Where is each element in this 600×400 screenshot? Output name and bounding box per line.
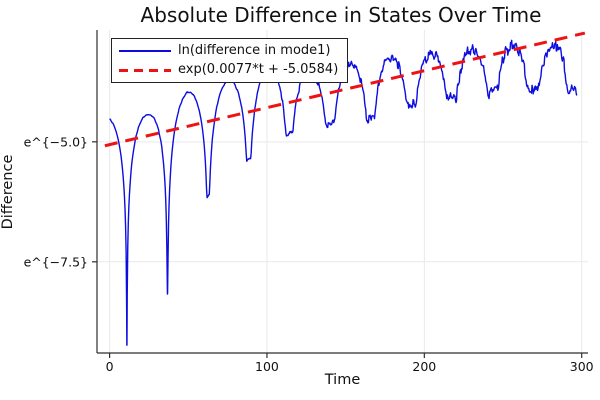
legend: ln(difference in mode1) exp(0.0077*t + -… [111,38,349,83]
legend-item-series1: ln(difference in mode1) [119,43,338,59]
legend-label-series2: exp(0.0077*t + -5.0584) [178,62,339,77]
series-line-difference [109,39,578,346]
y-tick-label: e^{−5.0} [24,134,88,149]
chart-title: Absolute Difference in States Over Time [140,3,542,27]
series-line-exp-fit [104,31,586,148]
x-tick-label: 0 [106,359,114,374]
red-dashed-line-sample [119,68,171,72]
blue-solid-line-sample [119,50,171,52]
y-axis-label: Difference [0,154,16,230]
legend-item-series2: exp(0.0077*t + -5.0584) [119,62,338,78]
x-axis-label: Time [324,372,361,388]
x-tick-label: 200 [412,359,436,374]
x-tick-label: 300 [570,359,594,374]
y-tick-label: e^{−7.5} [24,254,88,269]
x-tick-label: 100 [255,359,279,374]
legend-label-series1: ln(difference in mode1) [178,43,331,58]
